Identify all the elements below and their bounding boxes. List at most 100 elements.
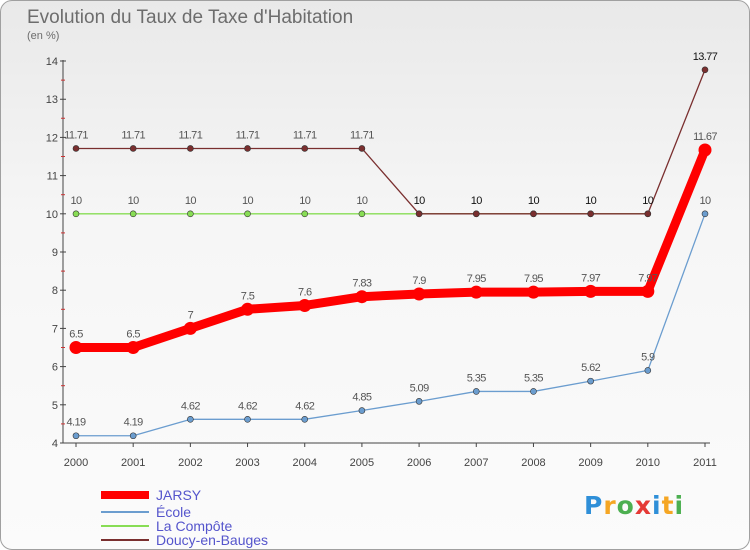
chart-unit: (en %) xyxy=(27,30,60,42)
x-tick-label: 2006 xyxy=(407,457,431,469)
brand-letter: P xyxy=(584,491,604,520)
data-label: 10 xyxy=(471,195,483,207)
data-label: 7.9 xyxy=(412,275,426,287)
data-label: 7.95 xyxy=(467,273,486,285)
data-point xyxy=(701,210,709,218)
data-label: 7.5 xyxy=(241,290,255,302)
data-label: 10 xyxy=(528,195,540,207)
legend-swatch xyxy=(101,539,149,541)
chart-title: Evolution du Taux de Taxe d'Habitation xyxy=(27,7,354,28)
data-point xyxy=(641,284,655,298)
data-point xyxy=(187,145,194,152)
y-tick-label: 14 xyxy=(46,56,58,68)
legend-label: Doucy-en-Bauges xyxy=(156,532,269,548)
x-tick-label: 2011 xyxy=(693,457,717,469)
x-tick-label: 2007 xyxy=(464,457,488,469)
y-tick-label: 11 xyxy=(47,171,58,183)
series-line-3 xyxy=(75,69,706,215)
legend-swatch xyxy=(101,491,149,499)
data-point xyxy=(644,210,652,218)
data-point xyxy=(587,377,594,385)
brand-letter: i xyxy=(652,491,662,520)
data-label: 4.19 xyxy=(124,417,143,429)
data-label: 10 xyxy=(414,195,426,207)
brand-letter: o xyxy=(616,491,635,520)
y-tick-label: 9 xyxy=(52,247,58,259)
y-tick-label: 6 xyxy=(52,362,58,374)
data-point xyxy=(298,298,312,312)
data-label: 6.5 xyxy=(69,329,83,341)
brand-logo: Proxiti xyxy=(584,491,684,520)
data-point xyxy=(587,210,594,218)
data-point xyxy=(241,302,255,316)
data-label: 4.62 xyxy=(295,400,314,412)
y-tick-label: 13 xyxy=(46,94,58,106)
y-tick-label: 4 xyxy=(52,438,58,450)
data-label: 10 xyxy=(70,195,82,207)
data-label: 4.62 xyxy=(238,400,257,412)
data-point xyxy=(415,398,423,405)
data-point xyxy=(301,210,309,218)
data-point xyxy=(584,284,598,298)
data-label: 10 xyxy=(128,195,140,207)
data-label: 5.09 xyxy=(410,382,429,394)
brand-letter: x xyxy=(634,491,652,520)
data-point xyxy=(472,388,480,395)
x-tick-label: 2001 xyxy=(121,457,145,469)
x-tick-label: 2008 xyxy=(521,457,545,469)
data-label: 5.35 xyxy=(524,372,543,384)
brand-letter: r xyxy=(603,491,617,520)
data-label: 7.97 xyxy=(638,272,657,284)
data-label: 10 xyxy=(356,195,368,207)
data-label: 7.95 xyxy=(524,273,543,285)
data-point xyxy=(69,341,83,354)
data-point xyxy=(701,66,709,74)
data-label: 4.62 xyxy=(181,400,200,412)
data-point xyxy=(301,416,309,423)
data-label: 5.35 xyxy=(467,372,486,384)
data-label: 4.19 xyxy=(66,417,85,429)
data-label: 11.67 xyxy=(693,131,717,143)
data-label: 10 xyxy=(585,195,597,207)
data-point xyxy=(126,341,140,354)
data-label: 7 xyxy=(188,309,194,321)
data-label: 11.71 xyxy=(236,129,260,141)
data-point xyxy=(358,145,366,152)
data-label: 11.71 xyxy=(179,129,203,141)
x-tick-label: 2004 xyxy=(292,457,316,469)
data-label: 13.77 xyxy=(693,51,718,63)
data-label: 7.83 xyxy=(352,278,371,290)
data-point xyxy=(358,210,366,218)
legend-swatch xyxy=(101,525,149,527)
data-point xyxy=(183,321,197,335)
y-tick-label: 12 xyxy=(46,132,58,144)
x-tick-label: 2003 xyxy=(235,457,259,469)
legend-label: La Compôte xyxy=(156,518,233,534)
data-label: 6.5 xyxy=(126,329,140,341)
legend-label: JARSY xyxy=(156,487,202,503)
y-tick-label: 7 xyxy=(52,323,58,335)
y-tick-label: 8 xyxy=(52,285,58,297)
series-line-0 xyxy=(71,145,710,352)
x-tick-label: 2002 xyxy=(178,457,202,469)
data-label: 11.71 xyxy=(64,129,88,141)
data-point xyxy=(355,290,369,304)
legend-label: École xyxy=(156,504,192,520)
data-label: 5.9 xyxy=(641,351,655,363)
data-point xyxy=(469,285,483,299)
brand-letter: t xyxy=(661,491,675,520)
y-tick-label: 10 xyxy=(46,209,58,221)
x-tick-label: 2000 xyxy=(64,457,88,469)
data-label: 10 xyxy=(242,195,254,207)
data-point xyxy=(244,210,251,218)
y-tick-label: 5 xyxy=(52,400,58,412)
x-tick-label: 2005 xyxy=(350,457,374,469)
data-label: 4.85 xyxy=(352,392,371,404)
data-point xyxy=(244,416,251,423)
x-tick-label: 2010 xyxy=(636,457,660,469)
data-point xyxy=(530,388,537,395)
data-label: 10 xyxy=(642,195,654,207)
data-label: 7.97 xyxy=(581,272,600,284)
